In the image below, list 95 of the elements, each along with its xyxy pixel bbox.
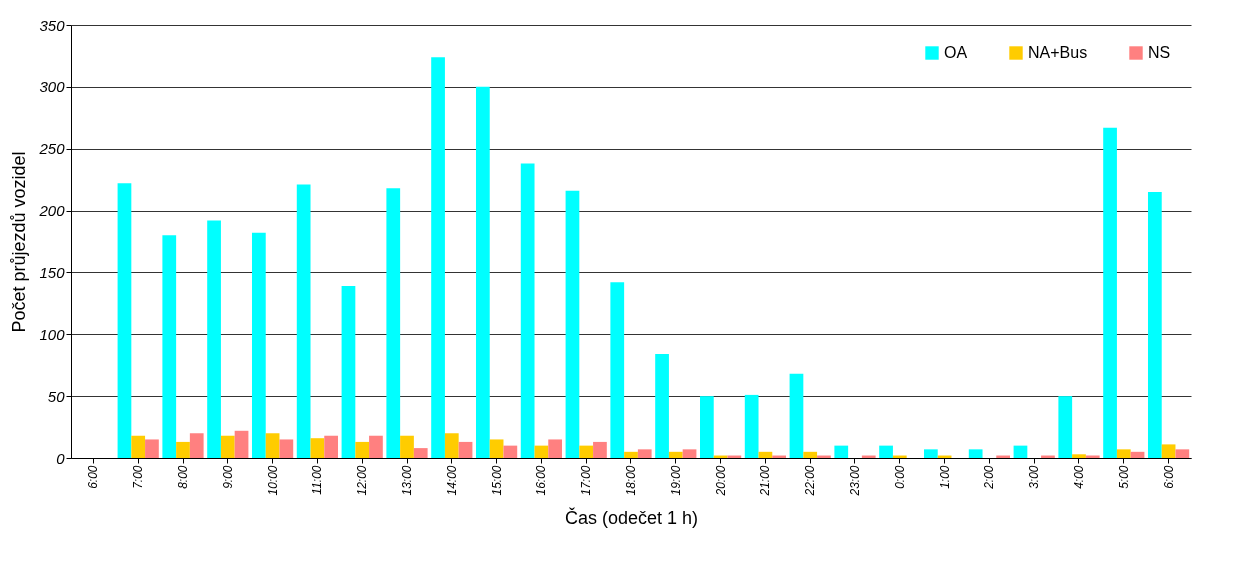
bar xyxy=(386,188,401,458)
x-tick-label: 3:00 xyxy=(1027,465,1042,489)
x-tick-label: 12:00 xyxy=(355,465,370,496)
x-tick-label: 9:00 xyxy=(220,465,235,489)
bar xyxy=(413,448,428,458)
x-tick-label: 23:00 xyxy=(848,465,862,497)
y-tick-label: 300 xyxy=(39,78,66,96)
bar xyxy=(400,435,414,458)
bar xyxy=(475,86,490,458)
bar xyxy=(624,451,638,458)
x-tick-label: 19:00 xyxy=(668,465,683,496)
x-tick-label: 0:00 xyxy=(892,465,907,489)
bar xyxy=(968,449,983,458)
bar xyxy=(296,184,311,458)
bar xyxy=(758,451,773,458)
bar xyxy=(637,449,652,458)
x-tick-label: 15:00 xyxy=(489,465,504,496)
y-axis-title: Počet průjezdů vozidel xyxy=(9,151,30,333)
bar xyxy=(879,445,893,458)
bar xyxy=(744,394,759,458)
x-tick-label: 6:00 xyxy=(86,465,101,489)
bar xyxy=(324,435,339,458)
bar xyxy=(251,232,266,458)
bar xyxy=(265,433,280,458)
bar xyxy=(548,439,563,458)
x-tick-label: 16:00 xyxy=(534,465,549,496)
bar xyxy=(503,445,518,458)
bar xyxy=(444,433,459,458)
x-tick-label: 21:00 xyxy=(758,465,773,497)
bar xyxy=(207,220,221,458)
bar xyxy=(162,235,177,458)
x-tick-label: 5:00 xyxy=(1116,465,1131,489)
bar xyxy=(355,441,370,458)
bar xyxy=(279,439,294,458)
bar xyxy=(1058,396,1073,458)
bar xyxy=(1116,449,1131,458)
bar xyxy=(341,286,356,458)
bar xyxy=(489,439,504,458)
x-tick-label: 7:00 xyxy=(131,465,146,489)
bar xyxy=(189,433,204,458)
y-tick-label: 50 xyxy=(47,387,66,405)
bar xyxy=(534,445,549,458)
x-tick-label: 18:00 xyxy=(624,465,638,496)
y-tick-label: 100 xyxy=(39,325,66,343)
bar xyxy=(699,396,714,458)
y-tick-label: 350 xyxy=(39,16,66,34)
x-tick-label: 17:00 xyxy=(579,465,594,496)
bar xyxy=(520,163,535,458)
bar xyxy=(176,441,190,458)
x-tick-label: 6:00 xyxy=(1161,465,1176,489)
x-tick-label: 2:00 xyxy=(982,465,997,490)
bar xyxy=(1130,451,1145,458)
bar xyxy=(579,445,594,458)
bar xyxy=(789,373,804,458)
bar xyxy=(145,439,159,458)
x-tick-label: 10:00 xyxy=(265,465,280,496)
bar xyxy=(923,449,938,458)
bar xyxy=(682,449,697,458)
legend-label: OA xyxy=(944,44,968,61)
bar xyxy=(458,441,473,458)
x-tick-label: 14:00 xyxy=(444,465,459,496)
y-tick-label: 200 xyxy=(38,202,66,220)
x-axis-title: Čas (odečet 1 h) xyxy=(564,506,699,528)
legend-label: NA+Bus xyxy=(1028,44,1088,61)
x-tick-label: 13:00 xyxy=(400,465,414,496)
y-tick-label: 0 xyxy=(56,449,66,467)
bar xyxy=(655,354,669,458)
x-tick-label: 11:00 xyxy=(310,465,325,495)
bar xyxy=(834,445,849,458)
bar xyxy=(803,451,818,458)
bar xyxy=(220,435,235,458)
bar xyxy=(431,57,445,458)
x-tick-label: 20:00 xyxy=(713,465,728,497)
bar xyxy=(1072,454,1086,458)
bar xyxy=(1147,192,1162,458)
bar xyxy=(1103,127,1117,458)
bar xyxy=(668,451,683,458)
bar xyxy=(131,435,146,458)
x-tick-label: 22:00 xyxy=(803,465,818,497)
legend-label: NS xyxy=(1148,44,1171,61)
bar xyxy=(1161,444,1176,458)
bar xyxy=(1013,445,1028,458)
x-tick-label: 4:00 xyxy=(1072,465,1086,489)
bar xyxy=(369,435,383,458)
bar xyxy=(117,183,132,458)
bar xyxy=(234,430,249,458)
bar xyxy=(1175,449,1190,458)
x-tick-label: 8:00 xyxy=(176,465,190,489)
x-tick-label: 1:00 xyxy=(937,465,952,489)
y-tick-label: 250 xyxy=(38,140,66,158)
bar xyxy=(310,438,325,458)
bar xyxy=(593,441,607,458)
bar xyxy=(610,282,625,458)
y-tick-label: 150 xyxy=(39,263,66,281)
bar xyxy=(565,190,580,458)
